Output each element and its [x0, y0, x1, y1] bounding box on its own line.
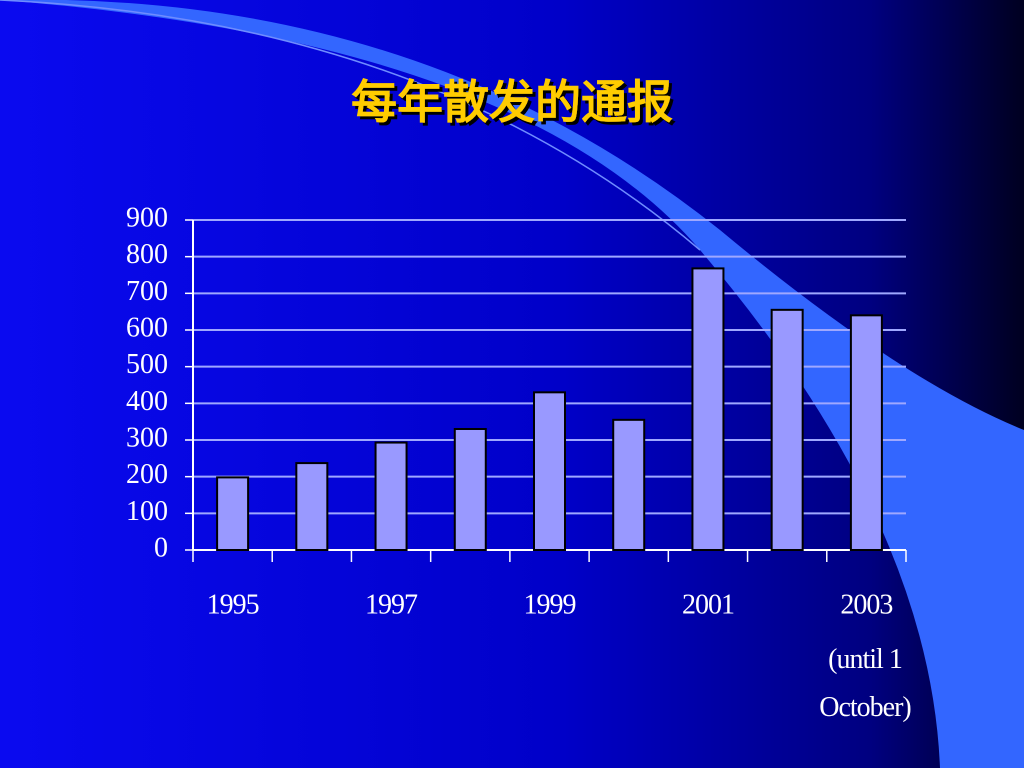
bar	[770, 308, 804, 552]
y-tick-label: 700	[126, 276, 168, 307]
y-tick-label: 800	[126, 239, 168, 270]
x-tick-label: 2001	[682, 589, 734, 620]
y-tick-label: 200	[126, 459, 168, 490]
bar	[453, 428, 487, 551]
bar	[533, 391, 566, 552]
y-tick-label: 300	[126, 422, 168, 453]
y-tick-label: 900	[126, 202, 168, 233]
bar	[612, 418, 646, 552]
y-tick-label: 600	[126, 312, 168, 343]
bar	[374, 441, 408, 552]
bar	[295, 462, 329, 552]
y-tick-label: 500	[126, 349, 168, 380]
bar	[691, 267, 725, 551]
chart-title: 每年散发的通报	[351, 77, 673, 128]
decor-line	[0, 0, 701, 251]
y-tick-label: 400	[126, 386, 168, 417]
bar	[216, 476, 250, 551]
x-tick-label: 1995	[207, 589, 259, 620]
x-label-note: (until 1 October)	[819, 644, 912, 723]
y-tick-label: 100	[126, 496, 168, 527]
bar	[849, 314, 883, 552]
x-tick-label: 1997	[365, 589, 418, 620]
y-tick-label: 0	[154, 532, 168, 563]
x-tick-label: 1999	[524, 589, 576, 620]
x-tick-label: 2003	[840, 589, 892, 620]
